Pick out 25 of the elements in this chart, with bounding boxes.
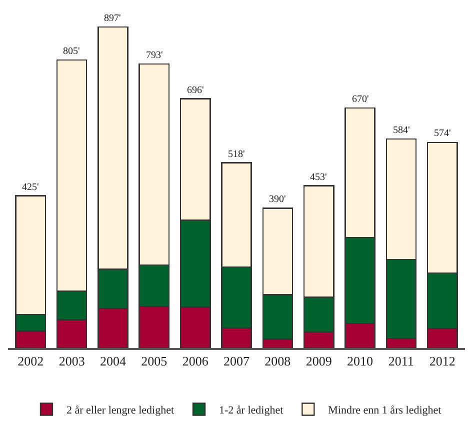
annotation: 518': [228, 149, 245, 160]
x-tick-label: 2012: [429, 354, 456, 369]
x-tick-label: 2003: [58, 354, 85, 369]
x-tick-label: 2007: [224, 354, 250, 369]
annotation: 425': [22, 182, 39, 193]
annotation: 584': [393, 125, 410, 136]
x-tick-label: 2009: [306, 354, 332, 369]
annotation: 670': [352, 94, 369, 105]
annotation: 805': [63, 46, 80, 57]
x-tick-label: 2011: [388, 354, 414, 369]
annotation: 897': [104, 13, 121, 24]
legend-label: 1-2 år ledighet: [219, 404, 284, 417]
x-tick-label: 2008: [264, 354, 291, 369]
x-tick-label: 2010: [347, 354, 374, 369]
annotation: 793': [146, 50, 163, 61]
x-tick-label: 2002: [18, 354, 44, 369]
annotation: 390': [269, 194, 286, 205]
legend-label: Mindre enn 1 års ledighet: [328, 404, 442, 417]
legend-label: 2 år eller lengre ledighet: [66, 404, 174, 417]
x-tick-label: 2004: [100, 354, 126, 369]
annotation: 696': [187, 85, 204, 96]
annotation: 574': [434, 128, 451, 139]
annotation: 453': [310, 172, 327, 183]
x-tick-label: 2006: [182, 354, 209, 369]
x-tick-label: 2005: [141, 354, 168, 369]
